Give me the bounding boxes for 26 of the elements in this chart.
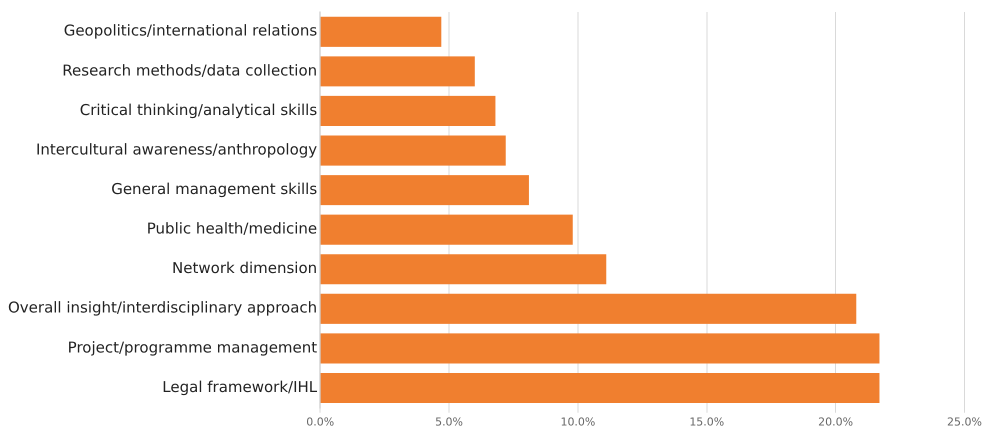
y-tick-label: Network dimension (172, 259, 318, 278)
x-tick-label: 20.0% (818, 415, 854, 428)
x-tick-label: 0.0% (306, 415, 334, 428)
y-tick-label: Public health/medicine (146, 220, 318, 238)
bar (320, 372, 880, 404)
x-tick-label: 5.0% (435, 415, 464, 428)
bar (320, 254, 606, 284)
bar (320, 214, 573, 245)
x-tick-label: 10.0% (560, 415, 596, 428)
y-tick-label: Project/programme management (68, 338, 318, 356)
bar (320, 135, 506, 166)
bar (320, 333, 880, 364)
y-tick-label: General management skills (111, 180, 318, 198)
y-tick-label: Legal framework/IHL (162, 378, 318, 396)
x-tick-label: 25.0% (947, 415, 982, 428)
bar (320, 96, 496, 126)
bar (320, 294, 856, 324)
y-tick-label: Critical thinking/analytical skills (80, 100, 318, 119)
y-tick-label: Geopolitics/international relations (64, 22, 318, 40)
x-tick-label: 15.0% (689, 415, 724, 428)
y-tick-label: Overall insight/interdisciplinary approach (8, 298, 318, 317)
y-tick-label: Research methods/data collection (62, 61, 318, 80)
bar (320, 175, 529, 206)
bar (320, 56, 475, 86)
bar (320, 16, 442, 47)
y-tick-label: Intercultural awareness/anthropology (36, 140, 318, 158)
